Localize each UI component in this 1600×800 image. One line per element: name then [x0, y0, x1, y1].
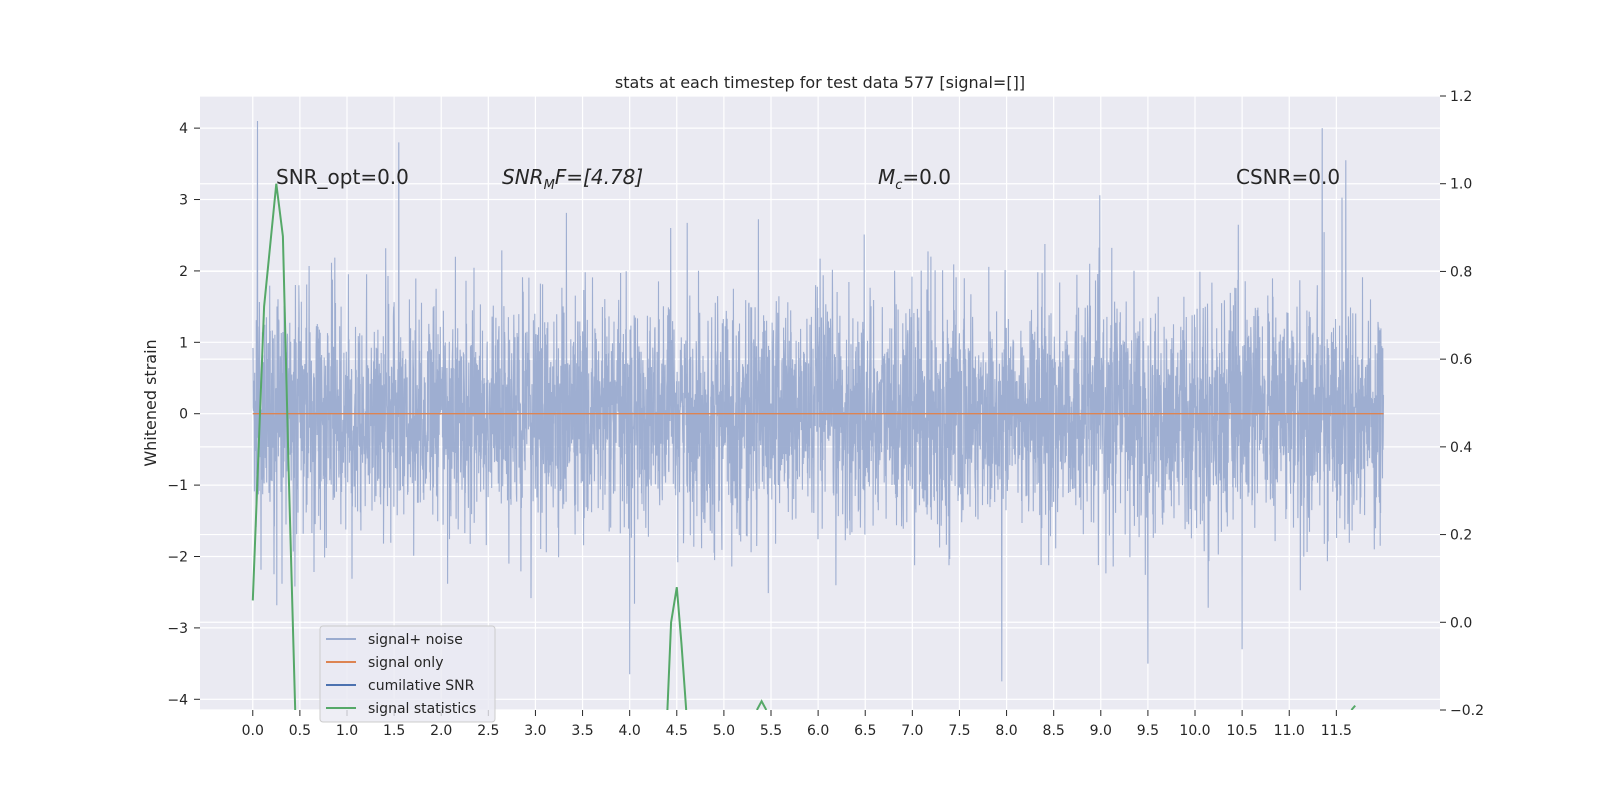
- x-tick-label: 11.5: [1321, 723, 1352, 739]
- annotation-mc-main: M: [878, 165, 895, 189]
- y2-tick-label: 0.2: [1450, 528, 1472, 544]
- x-tick-label: 2.5: [477, 723, 499, 739]
- series-signal-statistics: [666, 587, 688, 710]
- annotation-snr-mf-sub: M: [544, 178, 555, 193]
- x-tick-label: 7.5: [948, 723, 970, 739]
- y2-tick-label: −0.2: [1450, 703, 1484, 719]
- y2-tick-label: 1.0: [1450, 177, 1472, 193]
- y-tick-label: −4: [167, 692, 188, 708]
- x-tick-label: 4.0: [619, 723, 641, 739]
- y2-tick-label: 1.2: [1450, 89, 1472, 105]
- y-tick-label: −2: [167, 550, 188, 566]
- annotation-snr-mf-main: SNR: [502, 165, 544, 189]
- y2-tick-label: 0.0: [1450, 615, 1472, 631]
- x-tick-label: 2.0: [430, 723, 452, 739]
- y-tick-label: 0: [179, 407, 188, 423]
- x-tick-label: 4.5: [666, 723, 688, 739]
- x-tick-label: 6.0: [807, 723, 829, 739]
- series-signal-statistics: [251, 183, 297, 710]
- x-tick-label: 9.0: [1090, 723, 1112, 739]
- chart-title: stats at each timestep for test data 577…: [615, 73, 1025, 92]
- data-layer: [251, 120, 1385, 710]
- x-tick-label: 10.5: [1227, 723, 1258, 739]
- y-tick-label: 4: [179, 121, 188, 137]
- x-tick-label: 5.0: [713, 723, 735, 739]
- x-tick-label: 8.0: [995, 723, 1017, 739]
- legend-box: [319, 625, 496, 723]
- x-tick-label: 1.5: [383, 723, 405, 739]
- annotation-mc-sub: c: [895, 178, 902, 193]
- axes: 0.0 0.5 1.0 1.5 2.0 2.5 3.0 3.5 4.0 4.5 5.0 5.5 6.0 6…: [167, 89, 1484, 739]
- annotation-snr-mf-rest: F=[4.78]: [555, 165, 643, 189]
- annotation-csnr: CSNR=0.0: [1236, 165, 1340, 189]
- y2-tick-label: 0.6: [1450, 352, 1472, 368]
- annotation-mc-rest: =0.0: [902, 165, 951, 189]
- y-tick-label: 1: [179, 335, 188, 351]
- y-tick-label: 2: [179, 264, 188, 280]
- legend-label-signal-statistics: signal statistics: [368, 701, 476, 717]
- x-tick-label: 5.5: [760, 723, 782, 739]
- annotation-mc: Mc=0.0: [878, 165, 951, 193]
- annotation-snr-mf: SNRMF=[4.78]: [502, 165, 643, 193]
- x-tick-label: 10.0: [1179, 723, 1210, 739]
- x-tick-label: 3.0: [524, 723, 546, 739]
- x-tick-label: 7.0: [901, 723, 923, 739]
- y-axis-label: Whitened strain: [141, 339, 160, 466]
- y-tick-label: −1: [167, 478, 188, 494]
- x-tick-label: 3.5: [571, 723, 593, 739]
- y-tick-label: −3: [167, 621, 188, 637]
- legend: signal+ noise signal only cumilative SNR…: [319, 625, 496, 723]
- series-signal-statistics: [756, 699, 768, 710]
- x-tick-label: 8.5: [1043, 723, 1065, 739]
- legend-label-signal-only: signal only: [368, 655, 443, 671]
- legend-label-cumilative-snr: cumilative SNR: [368, 678, 475, 694]
- y-tick-label: 3: [179, 193, 188, 209]
- x-tick-label: 0.5: [289, 723, 311, 739]
- x-tick-label: 6.5: [854, 723, 876, 739]
- series-signal-statistics: [1350, 704, 1356, 710]
- annotation-snr-opt: SNR_opt=0.0: [276, 165, 409, 189]
- series-signal-noise: [252, 120, 1385, 682]
- y2-tick-label: 0.8: [1450, 264, 1472, 280]
- legend-label-signal-noise: signal+ noise: [368, 632, 463, 648]
- y2-tick-label: 0.4: [1450, 440, 1472, 456]
- x-tick-label: 1.0: [336, 723, 358, 739]
- x-tick-label: 0.0: [242, 723, 264, 739]
- x-tick-label: 9.5: [1137, 723, 1159, 739]
- x-tick-label: 11.0: [1274, 723, 1305, 739]
